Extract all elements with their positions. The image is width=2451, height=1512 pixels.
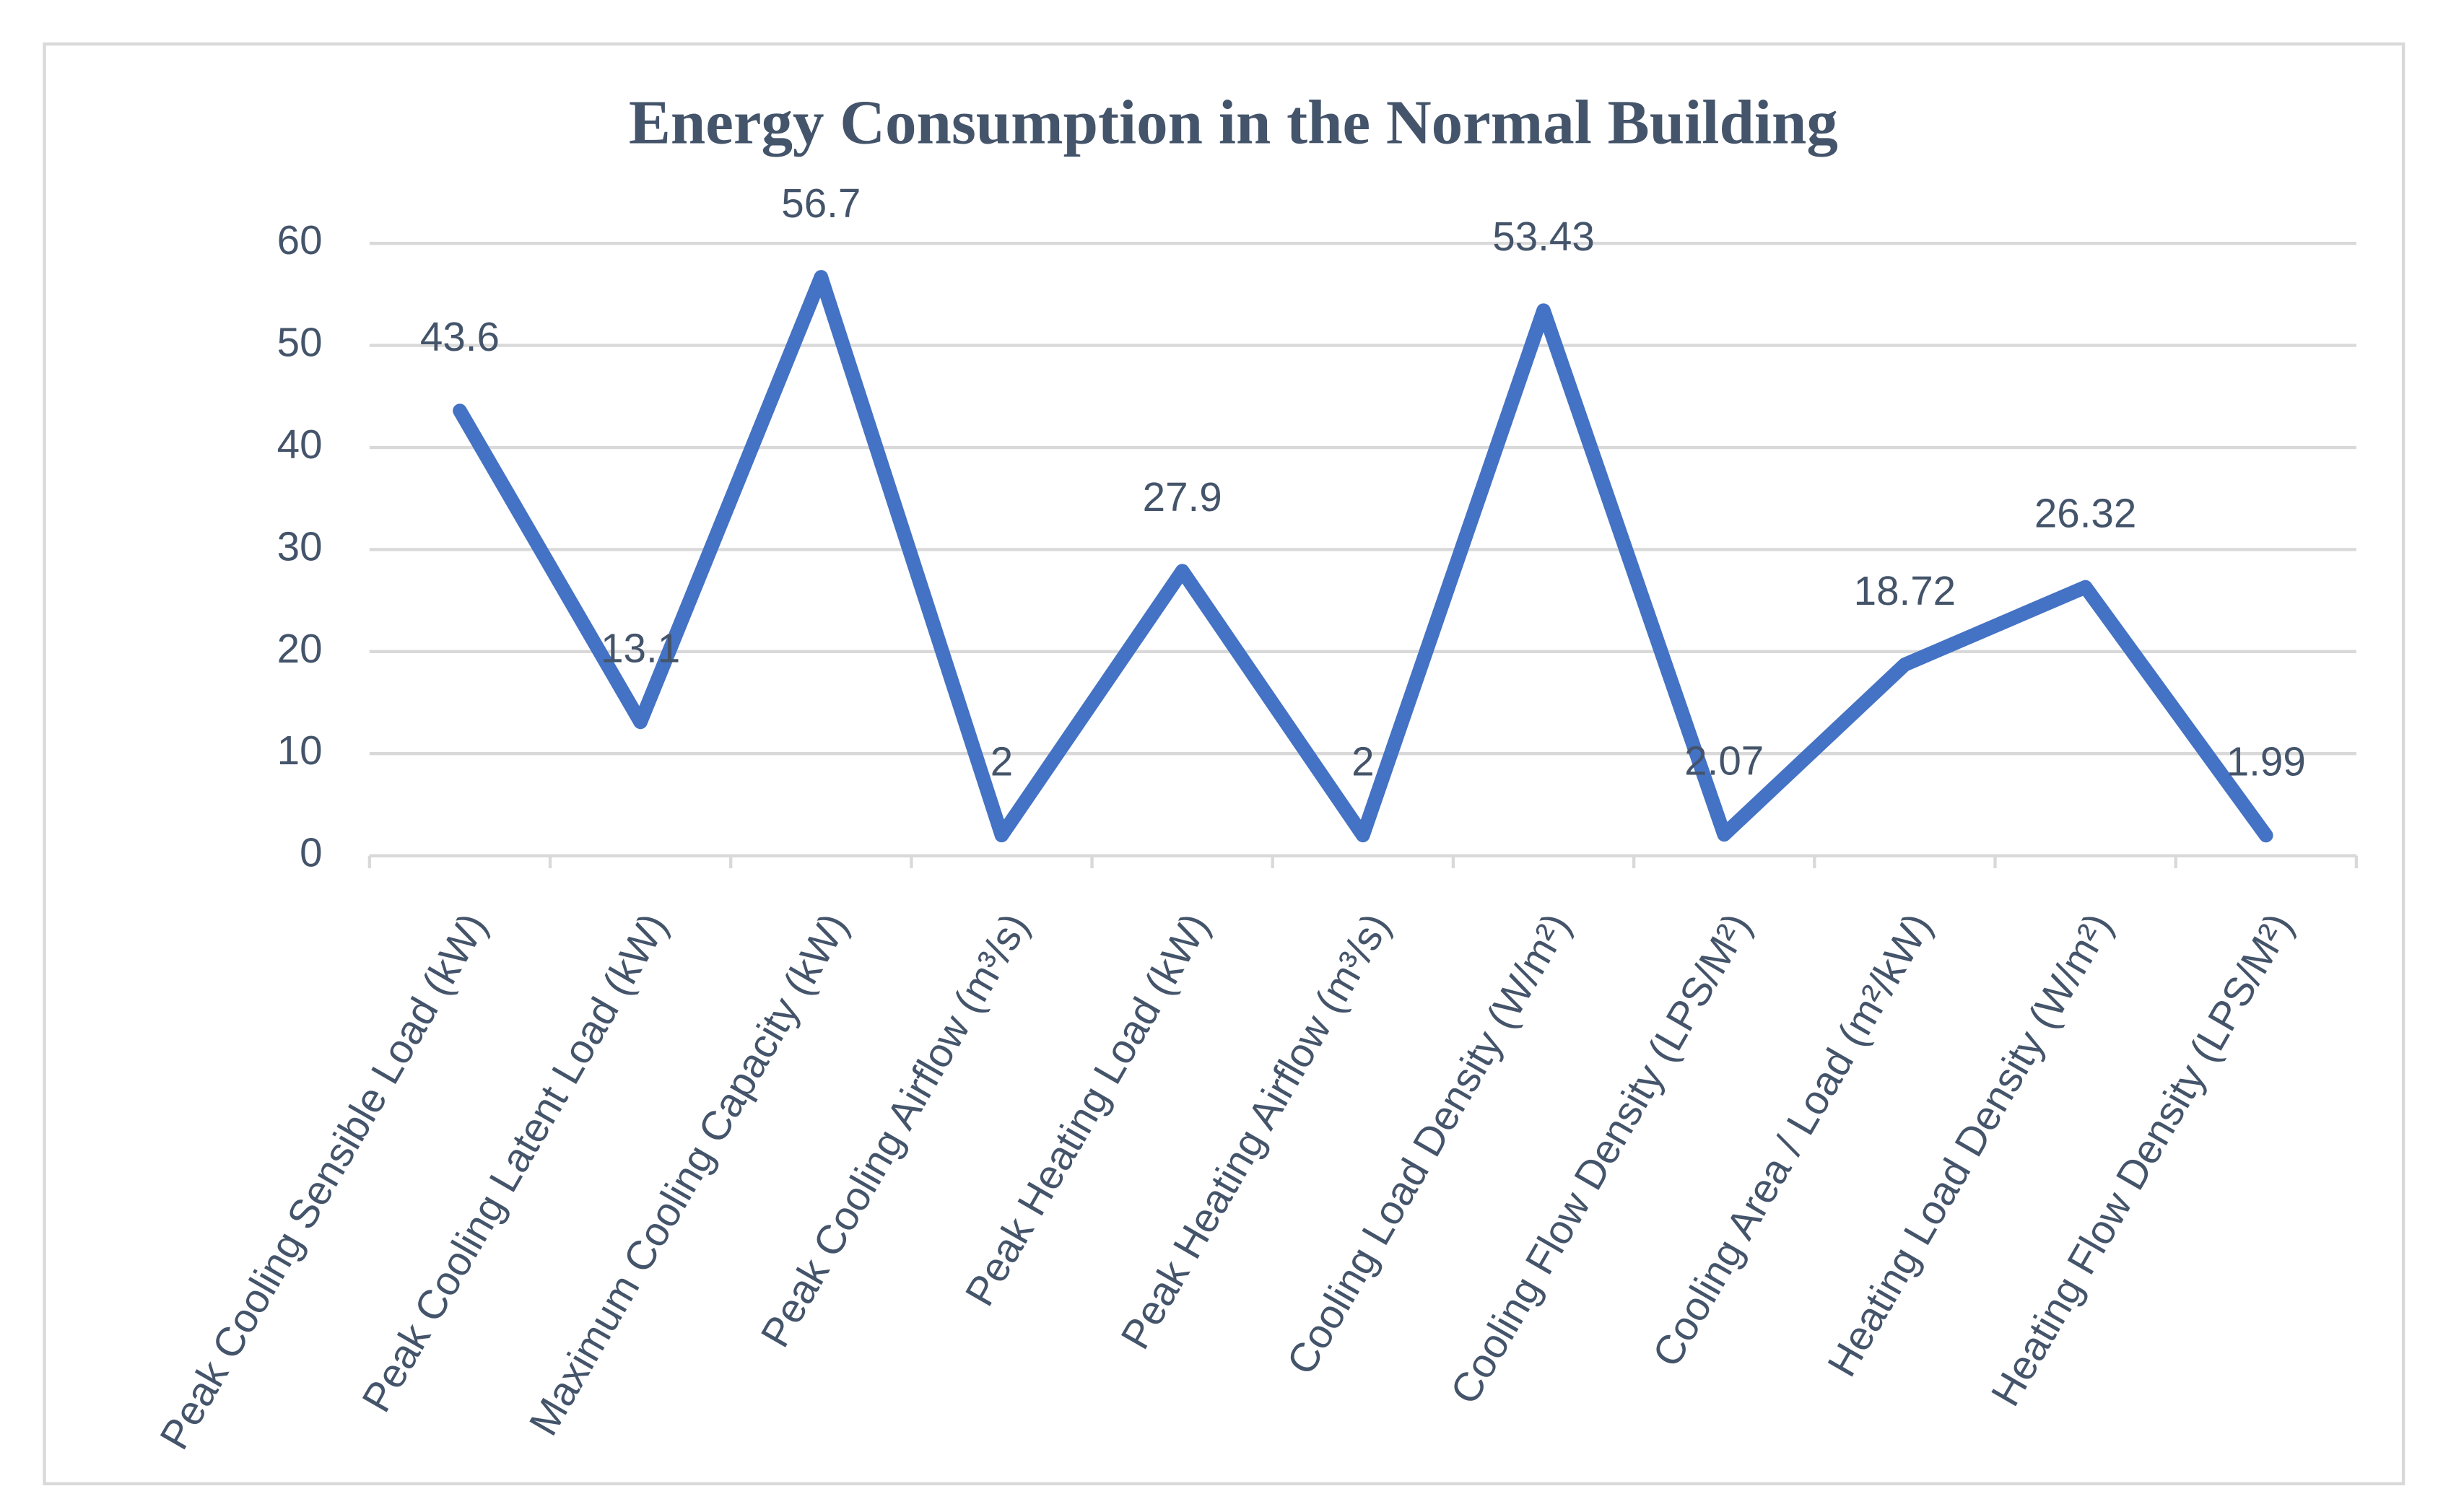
data-label: 13.1	[601, 625, 680, 670]
y-tick-label: 30	[277, 523, 323, 569]
data-label: 2	[1351, 738, 1374, 784]
y-tick-label: 10	[277, 727, 323, 773]
data-label: 1.99	[2226, 739, 2306, 785]
data-label: 53.43	[1492, 214, 1595, 259]
y-tick-label: 20	[277, 626, 323, 671]
y-tick-label: 60	[277, 217, 323, 263]
data-label: 26.32	[2034, 491, 2137, 536]
y-tick-label: 40	[277, 421, 323, 467]
chart-border	[43, 42, 2406, 1486]
data-label: 43.6	[420, 314, 500, 359]
chart-title: Energy Consumption in the Normal Buildin…	[629, 87, 1838, 157]
y-tick-label: 50	[277, 320, 323, 365]
data-label: 27.9	[1143, 474, 1222, 520]
data-label: 2	[991, 738, 1013, 784]
y-tick-label: 0	[300, 830, 322, 875]
data-label: 2.07	[1684, 738, 1764, 783]
data-label: 56.7	[781, 180, 861, 226]
data-line	[453, 270, 2273, 843]
data-label: 18.72	[1854, 568, 1956, 613]
